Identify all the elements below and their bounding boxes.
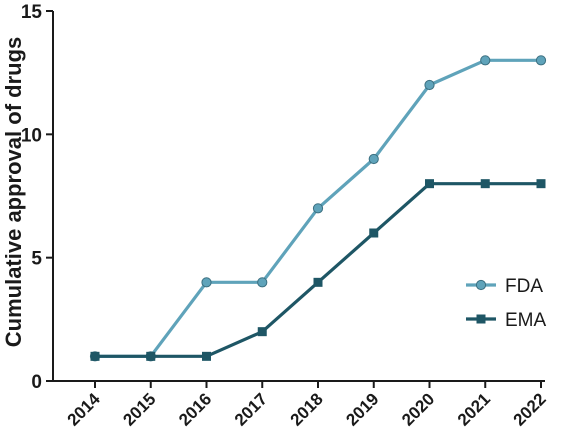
y-tick-label: 15	[21, 2, 43, 23]
series-layer	[89, 55, 547, 362]
x-tick-label: 2016	[175, 389, 215, 429]
fda-point	[257, 277, 268, 288]
ema-point	[202, 351, 211, 361]
x-tick-label: 2021	[454, 389, 494, 429]
fda-point	[424, 79, 435, 91]
legend-fda-label: FDA	[505, 276, 543, 297]
ema-point	[313, 277, 323, 287]
x-tick-label: 2018	[287, 389, 327, 429]
ema-point	[90, 351, 100, 361]
ema-point	[425, 179, 434, 189]
fda-point	[480, 55, 491, 66]
legend: FDA EMA	[466, 276, 547, 331]
y-axis-label: Cumulative approval of drugs	[1, 37, 26, 348]
x-tick-label: 2014	[64, 389, 105, 430]
y-tick-label: 0	[31, 372, 42, 393]
legend-ema-marker	[476, 314, 486, 324]
fda-point	[312, 203, 324, 214]
legend-fda-marker	[475, 279, 487, 291]
x-tick-label: 2019	[342, 389, 382, 429]
x-tick-label: 2020	[398, 389, 438, 429]
x-tick-label: 2017	[231, 389, 271, 429]
ema-point	[146, 351, 156, 361]
x-tick-label: 2022	[510, 389, 550, 429]
ema-point	[257, 327, 267, 337]
y-tick-label: 5	[31, 249, 42, 270]
ema-point	[536, 179, 546, 189]
legend-ema-label: EMA	[505, 310, 547, 331]
ema-point	[369, 228, 379, 238]
ema-point	[480, 179, 490, 189]
fda-point	[201, 277, 212, 288]
fda-point	[535, 55, 547, 66]
x-tick-label: 2015	[119, 389, 159, 429]
fda-point	[368, 153, 379, 165]
y-tick-label: 10	[21, 125, 42, 146]
